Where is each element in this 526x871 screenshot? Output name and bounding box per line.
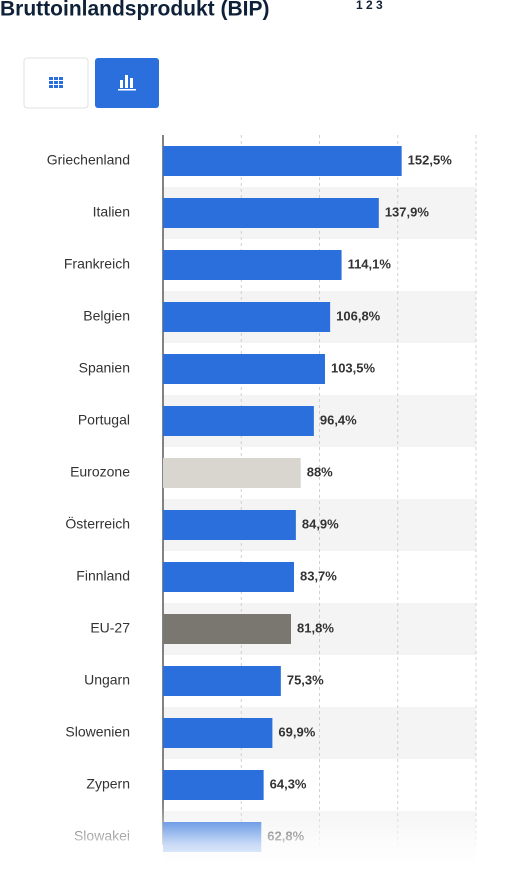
bottom-fade (0, 805, 526, 871)
value-label: 96,4% (320, 412, 357, 427)
title-footnotes: 1 2 3 (356, 0, 383, 12)
category-label: Ungarn (84, 672, 130, 688)
bar (163, 666, 281, 696)
bar (163, 406, 314, 436)
chart-title: Bruttoinlandsprodukt (BIP) (0, 0, 269, 21)
bar (163, 250, 342, 280)
category-label: Slowenien (65, 724, 130, 740)
category-label: Finnland (76, 568, 130, 584)
bar (163, 614, 292, 644)
category-label: Eurozone (70, 464, 130, 480)
category-label: EU-27 (90, 620, 130, 636)
bar (163, 354, 325, 384)
value-label: 103,5% (331, 360, 376, 375)
value-label: 75,3% (287, 672, 324, 687)
value-label: 81,8% (297, 620, 334, 635)
category-label: Spanien (79, 360, 130, 376)
table-view-button[interactable] (23, 57, 89, 109)
value-label: 106,8% (336, 308, 381, 323)
category-label: Griechenland (47, 152, 130, 168)
bar (163, 302, 331, 332)
bar (163, 458, 301, 488)
value-label: 84,9% (302, 516, 339, 531)
bar (163, 562, 294, 592)
bar (163, 770, 264, 800)
category-label: Portugal (78, 412, 130, 428)
bar (163, 718, 273, 748)
bar (163, 198, 379, 228)
chart-view-button[interactable] (95, 58, 159, 108)
value-label: 152,5% (408, 152, 453, 167)
category-label: Italien (93, 204, 130, 220)
category-label: Österreich (65, 515, 130, 532)
category-label: Zypern (86, 776, 130, 792)
bar (163, 510, 296, 540)
value-label: 83,7% (300, 568, 337, 583)
value-label: 114,1% (348, 256, 392, 271)
value-label: 88% (307, 464, 333, 479)
category-label: Frankreich (64, 256, 130, 272)
value-label: 137,9% (385, 204, 430, 219)
category-label: Belgien (83, 308, 130, 324)
value-label: 64,3% (270, 776, 307, 791)
value-label: 69,9% (278, 724, 315, 739)
bar (163, 146, 402, 176)
